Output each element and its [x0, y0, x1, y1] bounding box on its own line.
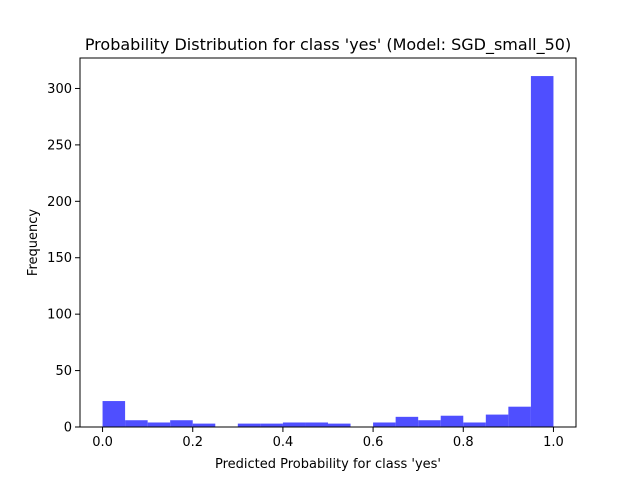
histogram-bar: [440, 415, 464, 427]
axes-frame: [79, 57, 577, 428]
histogram-bar: [373, 422, 396, 427]
histogram-bar: [102, 401, 126, 427]
chart-title: Probability Distribution for class 'yes'…: [85, 35, 571, 55]
histogram-bar: [418, 420, 441, 427]
y-tick-label: 150: [47, 251, 72, 266]
y-tick-label: 100: [47, 308, 72, 323]
x-tick-label: 1.0: [543, 435, 564, 450]
x-tick-label: 0.2: [182, 435, 203, 450]
ticks-layer: 0.0 0.2 0.4 0.6 0.8 1.0 0 50 100 150 200 250 300: [47, 82, 564, 450]
histogram-bar: [260, 423, 283, 427]
histogram-bar: [508, 406, 531, 427]
histogram-bar: [170, 420, 193, 427]
x-tick-label: 0.4: [273, 435, 294, 450]
x-tick-label: 0.8: [453, 435, 474, 450]
histogram-bar: [328, 423, 351, 427]
y-tick-label: 200: [47, 195, 72, 210]
y-axis-label: Frequency: [26, 209, 41, 276]
y-tick-label: 50: [55, 364, 72, 379]
y-tick-label: 0: [64, 421, 72, 436]
histogram-bar: [485, 414, 509, 427]
x-axis-label: Predicted Probability for class 'yes': [215, 457, 441, 472]
bars-layer: [102, 76, 554, 427]
histogram-bar: [125, 420, 148, 427]
y-tick-label: 250: [47, 138, 72, 153]
histogram-bar: [282, 422, 306, 427]
histogram-bar: [192, 423, 216, 427]
histogram-bar: [305, 422, 328, 427]
histogram-bar: [395, 416, 419, 427]
x-tick-label: 0.0: [92, 435, 113, 450]
x-tick-label: 0.6: [363, 435, 384, 450]
histogram-bar: [463, 422, 486, 427]
histogram-bar: [530, 76, 554, 427]
histogram-bar: [237, 423, 261, 427]
y-tick-label: 300: [47, 82, 72, 97]
histogram-bar: [147, 422, 171, 427]
